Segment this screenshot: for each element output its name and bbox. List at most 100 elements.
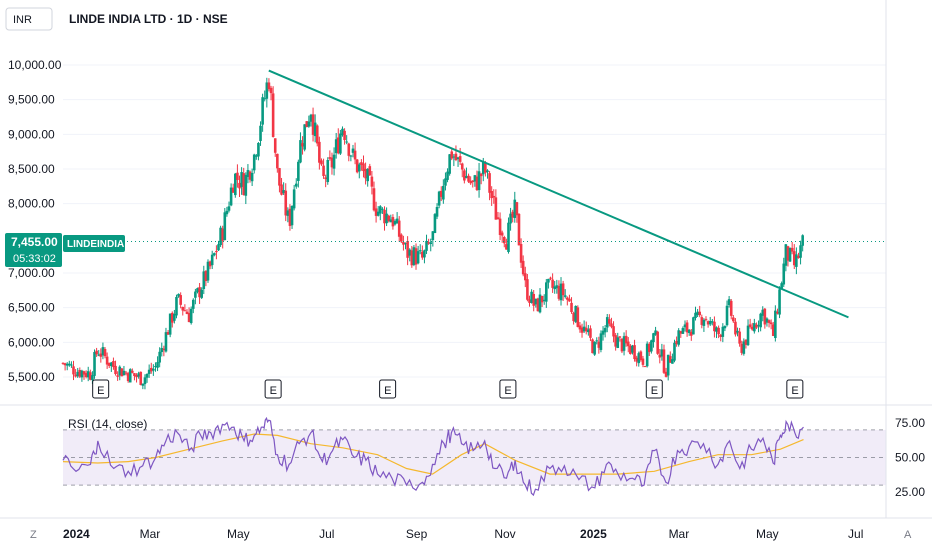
candle [763, 307, 767, 329]
candle [427, 238, 430, 245]
candle [173, 309, 176, 324]
candle [160, 342, 164, 357]
candle [452, 154, 456, 167]
price-tick-label: 5,500.00 [8, 370, 55, 384]
candle [271, 86, 275, 138]
candle [568, 294, 571, 302]
candle [713, 316, 716, 338]
candle [610, 317, 613, 329]
candle [620, 338, 624, 354]
price-axis[interactable]: 10,000.00 9,500.00 9,000.00 8,500.00 8,000.0… [8, 58, 62, 384]
candle [80, 369, 84, 382]
candle [639, 350, 643, 362]
currency-button[interactable]: INR [13, 14, 32, 26]
candle [744, 339, 748, 349]
candle [349, 154, 353, 162]
earnings-marker[interactable]: E [499, 379, 517, 399]
candle [154, 362, 157, 372]
earnings-marker[interactable]: E [264, 379, 282, 399]
candle [746, 319, 750, 347]
earnings-marker[interactable]: E [92, 379, 110, 399]
candle [723, 325, 727, 332]
candle [576, 305, 580, 328]
candle [738, 327, 741, 347]
rsi-tick-label: 25.00 [895, 485, 925, 499]
candle [334, 132, 338, 159]
candle [603, 325, 607, 338]
candle [162, 345, 166, 357]
candle [515, 201, 519, 223]
candle [263, 90, 267, 102]
candle [458, 147, 462, 165]
earnings-marker[interactable]: E [645, 379, 663, 399]
svg-text:E: E [384, 385, 391, 397]
candle [694, 306, 697, 321]
time-axis[interactable]: 2024 Mar May Jul Sep Nov 2025 Mar May Jul [63, 527, 863, 541]
candle [330, 152, 334, 175]
earnings-marker[interactable]: E [379, 379, 397, 399]
candle [511, 209, 514, 223]
candle [757, 320, 760, 333]
candle [671, 353, 674, 364]
candle [242, 167, 246, 196]
candle [442, 179, 445, 204]
candle [759, 312, 762, 332]
rsi-legend[interactable]: RSI (14, close) [68, 417, 147, 431]
candle [326, 157, 330, 185]
candle [498, 212, 502, 241]
time-tick-label: Jul [319, 527, 334, 541]
candle [622, 332, 626, 356]
candle [126, 371, 130, 383]
candle [347, 142, 351, 162]
candle [538, 288, 542, 314]
candle [391, 214, 395, 230]
candle [765, 317, 769, 327]
candle [509, 207, 512, 231]
candle [181, 306, 185, 316]
candle [76, 367, 80, 378]
candle [68, 360, 71, 367]
candle [307, 115, 311, 128]
candle [574, 305, 578, 324]
candle [223, 207, 227, 241]
candle [582, 320, 586, 333]
candle [486, 169, 489, 179]
time-tick-label: May [756, 527, 779, 541]
candle [101, 342, 105, 360]
candle [542, 294, 546, 305]
candle [492, 189, 496, 204]
candle [320, 158, 323, 166]
candle [599, 330, 603, 353]
candle [769, 319, 773, 330]
zoom-icon[interactable]: Z [30, 529, 37, 541]
price-tag-countdown: 05:33:02 [13, 253, 56, 265]
rsi-tick-label: 50.00 [895, 451, 925, 465]
candle [364, 162, 367, 185]
candle [750, 322, 754, 331]
candle [389, 214, 393, 223]
price-tag-value: 7,455.00 [11, 235, 58, 249]
auto-scale-button[interactable]: A [904, 529, 912, 541]
candle [118, 365, 122, 381]
trendline[interactable] [268, 69, 849, 319]
candle [133, 373, 136, 381]
candle [250, 168, 254, 186]
candle [704, 316, 708, 322]
candle [618, 336, 622, 342]
candle [450, 147, 454, 161]
candle [431, 231, 435, 247]
candle [423, 249, 426, 264]
candle [566, 296, 569, 306]
candle [460, 162, 464, 178]
candle [95, 347, 98, 357]
rsi-axis[interactable]: 75.00 50.00 25.00 [895, 416, 925, 499]
candle [313, 114, 317, 143]
price-tick-label: 7,000.00 [8, 266, 55, 280]
candle [225, 206, 229, 217]
earnings-marker[interactable]: E [786, 379, 804, 399]
candle [158, 347, 161, 368]
candle [437, 190, 441, 209]
candle [387, 214, 391, 223]
candle [299, 132, 302, 164]
